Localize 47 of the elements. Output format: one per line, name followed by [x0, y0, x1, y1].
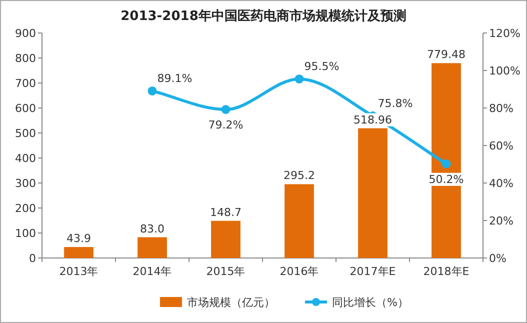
data-label: 43.9 — [66, 232, 91, 246]
y-tick-label: 100 — [15, 227, 36, 240]
data-label: 79.2% — [208, 118, 244, 132]
x-tick-label: 2017年E — [350, 265, 396, 278]
data-label: 89.1% — [157, 72, 192, 85]
legend-label: 市场规模（亿元） — [187, 296, 275, 309]
y-tick-label: 300 — [15, 177, 36, 190]
y2-tick-label: 100% — [489, 64, 520, 78]
y-tick-label: 600 — [15, 102, 36, 115]
bar — [284, 184, 314, 258]
chart-title: 2013-2018年中国医药电商市场规模统计及预测 — [120, 8, 406, 24]
y-tick-label: 800 — [15, 52, 36, 65]
x-tick-label: 2013年 — [59, 265, 98, 278]
data-label: 518.96 — [354, 113, 392, 126]
legend-label: 同比增长（%） — [332, 296, 408, 309]
bar — [64, 247, 94, 258]
data-label: 95.5% — [304, 60, 340, 73]
bar — [138, 237, 167, 258]
x-tick-label: 2016年 — [280, 265, 319, 278]
bar — [358, 128, 388, 258]
data-label: 779.48 — [427, 48, 466, 62]
x-tick-label: 2018年E — [423, 265, 470, 278]
point — [221, 105, 230, 114]
y2-tick-label: 40% — [489, 177, 514, 190]
y-tick-label: 700 — [15, 77, 36, 90]
data-label: 295.2 — [284, 169, 315, 182]
data-label: 83.0 — [140, 222, 164, 236]
y2-tick-label: 0% — [489, 252, 506, 265]
y-tick-label: 900 — [15, 27, 36, 40]
bar — [432, 63, 461, 258]
y-tick-label: 0 — [29, 252, 36, 265]
data-label: 148.7 — [210, 206, 242, 219]
point — [442, 159, 451, 168]
x-tick-label: 2014年 — [132, 265, 172, 278]
bar — [211, 220, 240, 258]
y2-tick-label: 60% — [489, 140, 514, 152]
y2-tick-label: 20% — [489, 214, 514, 228]
data-label: 50.2% — [428, 172, 464, 186]
y2-tick-label: 120% — [489, 27, 520, 40]
x-tick-label: 2015年 — [206, 265, 246, 278]
point — [294, 74, 304, 84]
y-tick-label: 400 — [15, 152, 36, 165]
y-tick-label: 500 — [15, 127, 36, 140]
data-label: 75.8% — [378, 96, 413, 110]
y-tick-label: 200 — [15, 202, 36, 215]
y2-tick-label: 80% — [489, 102, 514, 115]
point — [148, 86, 157, 96]
